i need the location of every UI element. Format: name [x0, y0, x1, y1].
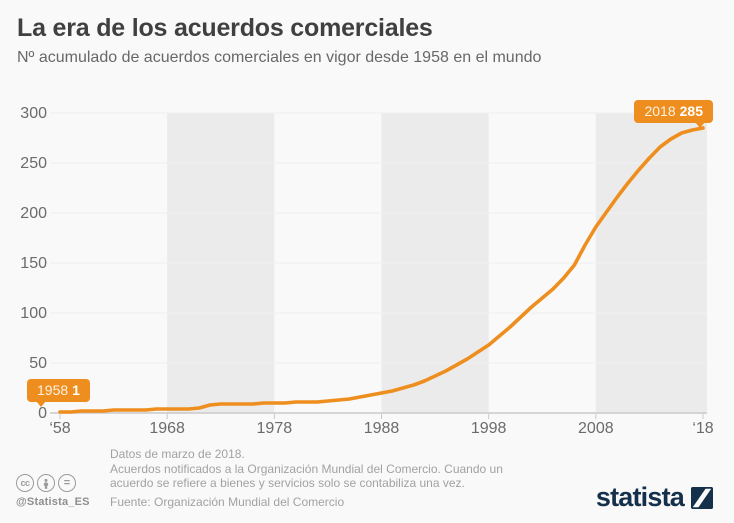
page-title: La era de los acuerdos comerciales	[17, 14, 433, 42]
x-axis-tick-label: 2008	[578, 420, 614, 437]
cc-icon: cc	[16, 474, 34, 492]
y-axis-tick-label: 200	[20, 205, 47, 222]
no-derivatives-equals-icon: =	[58, 474, 76, 492]
x-axis-tick-label: 1998	[471, 420, 507, 437]
twitter-handle[interactable]: @Statista_ES	[16, 496, 90, 508]
annotation-badge-2018: 2018 285	[634, 100, 713, 128]
attribution-person-icon	[37, 474, 55, 492]
data-date-note: Datos de marzo de 2018.	[110, 447, 245, 461]
y-axis-tick-label: 50	[29, 355, 47, 372]
statista-logo[interactable]: statista	[596, 484, 713, 511]
x-axis-tick-label: 1978	[257, 420, 293, 437]
license-block: cc = @Statista_ES	[16, 474, 90, 508]
footer-notes: Datos de marzo de 2018. Acuerdos notific…	[110, 447, 524, 510]
statista-logo-mark	[691, 486, 713, 509]
annotation-badge-1958: 1958 1	[27, 379, 90, 407]
person-glyph	[43, 478, 49, 489]
x-axis-tick-label: ‘58	[49, 420, 70, 437]
y-axis-tick-label: 100	[20, 305, 47, 322]
x-axis-tick-label: 1968	[149, 420, 185, 437]
y-axis-tick-label: 0	[38, 405, 47, 422]
y-axis-tick-label: 150	[20, 255, 47, 272]
annotation-year: 1958	[37, 382, 69, 398]
method-note: Acuerdos notificados a la Organización M…	[110, 462, 503, 491]
source-note: Fuente: Organización Mundial del Comerci…	[110, 495, 345, 510]
agreements-series-line	[58, 126, 705, 414]
x-axis-tick-label: 1988	[364, 420, 400, 437]
cc-license-icons: cc =	[16, 474, 90, 492]
page-subtitle: Nº acumulado de acuerdos comerciales en …	[17, 49, 542, 66]
statista-wordmark: statista	[595, 482, 685, 512]
x-axis-tick-label: ‘18	[692, 420, 713, 437]
y-axis-tick-label: 250	[20, 155, 47, 172]
annotation-year: 2018	[644, 103, 676, 119]
y-axis-tick-label: 300	[20, 105, 47, 122]
annotation-value: 285	[679, 103, 703, 119]
annotation-value: 1	[72, 382, 80, 398]
